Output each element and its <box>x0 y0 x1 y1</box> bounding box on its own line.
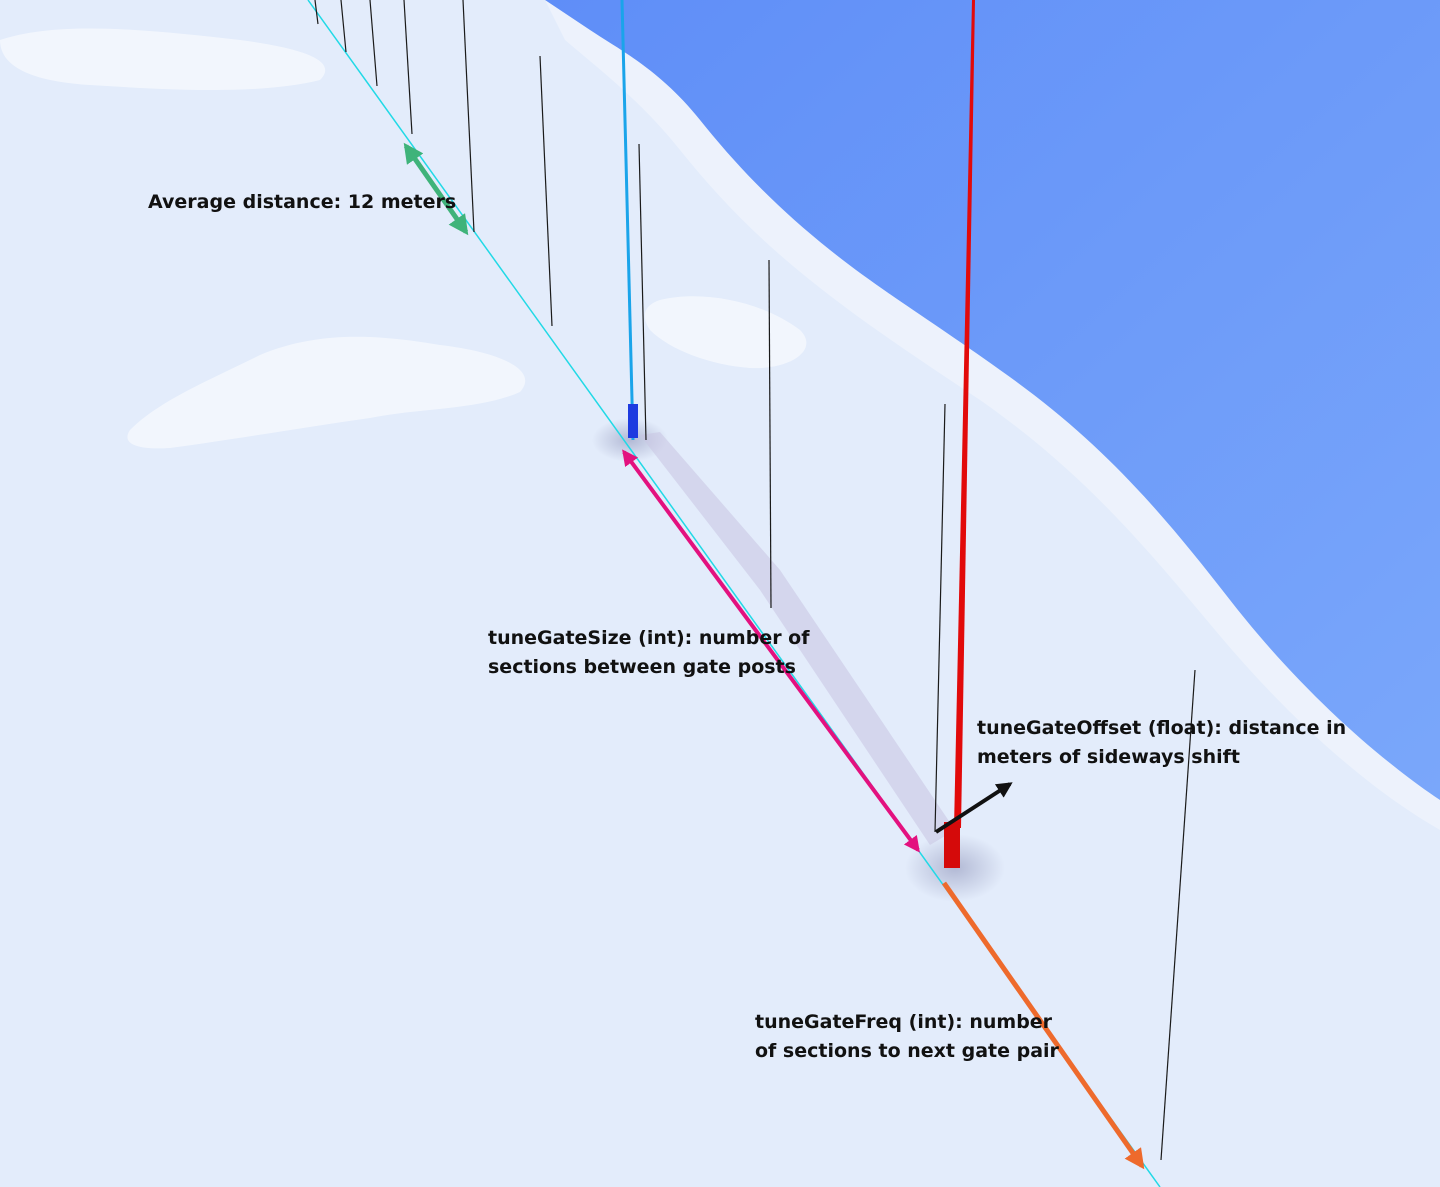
marker-pole <box>638 143 647 441</box>
ridge-haze <box>545 0 1440 830</box>
marker-pole <box>1160 669 1196 1161</box>
gate-size-label: tuneGateSize (int): number of sections b… <box>488 624 810 682</box>
gate-offset-label-line1: tuneGateOffset (float): distance in <box>977 717 1347 739</box>
right-gate-post <box>944 0 975 868</box>
marker-pole <box>462 0 475 233</box>
average-distance-arrow <box>403 142 469 236</box>
sky <box>545 0 1440 800</box>
marker-pole <box>314 0 319 25</box>
gate-size-label-line2: sections between gate posts <box>488 656 796 678</box>
gate-freq-arrow <box>941 881 1145 1170</box>
gate-offset-label-line2: meters of sideways shift <box>977 746 1240 768</box>
average-distance-label: Average distance: 12 meters <box>148 191 457 213</box>
marker-pole <box>403 0 413 135</box>
marker-pole <box>934 403 946 833</box>
snow-texture <box>0 28 807 449</box>
gate-offset-arrow <box>934 782 1013 834</box>
marker-pole <box>539 55 553 327</box>
gate-offset-label: tuneGateOffset (float): distance in mete… <box>977 714 1346 772</box>
gate-freq-label: tuneGateFreq (int): number of sections t… <box>755 1008 1059 1066</box>
marker-pole <box>369 0 378 87</box>
gate-size-label-line1: tuneGateSize (int): number of <box>488 627 810 649</box>
gate-size-arrow <box>622 449 920 853</box>
left-gate-post <box>620 0 638 441</box>
marker-pole <box>340 0 347 53</box>
gate-freq-label-line2: of sections to next gate pair <box>755 1040 1059 1062</box>
gate-freq-label-line1: tuneGateFreq (int): number <box>755 1011 1053 1033</box>
